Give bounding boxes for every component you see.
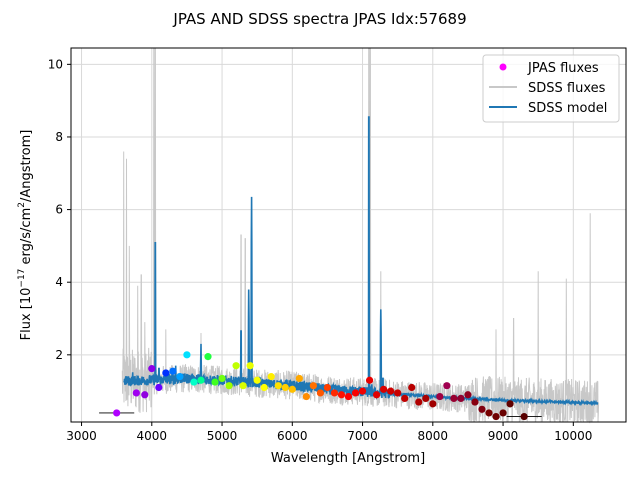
plot-frame [70,47,627,423]
jpas-point [506,400,514,408]
jpas-point [162,369,170,377]
jpas-point [323,383,332,392]
jpas-point [176,373,184,381]
jpas-point [183,351,191,359]
jpas-point [520,412,528,421]
jpas-point [373,391,381,399]
jpas-point [337,391,346,399]
jpas-point [141,391,149,399]
jpas-point [155,383,163,392]
jpas-point [401,394,409,402]
jpas-point [436,392,444,401]
jpas-point [408,383,416,392]
jpas-point [351,389,360,397]
jpas-point [429,400,437,408]
jpas-point [485,409,493,417]
jpas-point [295,374,303,383]
jpas-point [232,362,240,370]
jpas-point [499,409,507,417]
y-tick-label: 2 [55,348,63,362]
jpas-point [422,394,430,402]
jpas-point [132,389,140,397]
jpas-point [211,378,219,386]
jpas-point [316,389,324,397]
legend-box [482,54,620,123]
y-tick-label: 6 [55,203,63,217]
jpas-point [281,383,289,392]
x-tick-label: 10000 [554,429,592,443]
x-tick-label: 4000 [137,429,168,443]
jpas-point [197,376,205,384]
jpas-point [302,392,310,401]
jpas-point [274,382,282,390]
y-axis-label: Flux [10−17 erg/s/cm2/Angstrom] [17,130,34,341]
jpas-point [344,392,353,401]
jpas-point [225,382,233,390]
jpas-point [457,394,465,402]
jpas-point [218,374,226,383]
x-tick-label: 8000 [418,429,449,443]
legend: JPAS fluxes SDSS fluxes SDSS model [482,54,620,123]
jpas-point [380,385,388,393]
jpas-point [260,383,268,392]
jpas-point [246,362,254,370]
jpas-point [309,382,317,390]
jpas-point [288,385,296,393]
x-axis-ticks: 3000 4000 5000 6000 7000 8000 9000 10000 [66,422,592,443]
x-tick-label: 6000 [277,429,308,443]
jpas-point [415,398,423,406]
y-tick-label: 10 [48,57,63,71]
jpas-point [358,387,367,395]
jpas-point [478,405,486,413]
x-tick-label: 5000 [207,429,238,443]
x-tick-label: 3000 [66,429,97,443]
jpas-point [113,409,121,417]
chart-title: JPAS AND SDSS spectra JPAS Idx:57689 [172,10,466,28]
legend-label-sdss-fluxes: SDSS fluxes [528,81,606,96]
jpas-fluxes-series [99,351,542,421]
sdss-model-series [123,116,599,407]
x-tick-label: 9000 [488,429,519,443]
jpas-point [464,391,472,399]
jpas-point [148,365,156,373]
legend-marker-jpas [499,63,507,71]
y-axis-ticks: 2 4 6 8 10 [48,57,71,362]
sdss-model-line [123,116,599,407]
jpas-point [253,376,261,384]
jpas-point [267,373,275,381]
jpas-point [204,353,212,361]
jpas-point [169,367,177,375]
jpas-point [239,382,247,390]
y-tick-label: 4 [55,275,63,289]
jpas-point [443,382,451,390]
jpas-point [365,376,374,384]
legend-label-sdss-model: SDSS model [528,101,607,116]
jpas-point [492,412,500,421]
jpas-point [190,378,198,386]
x-axis-label: Wavelength [Angstrom] [271,451,425,466]
jpas-point [387,387,395,395]
y-tick-label: 8 [55,130,63,144]
jpas-point [394,389,402,397]
jpas-point [471,398,479,406]
jpas-point [330,389,339,397]
jpas-point [450,394,458,402]
x-tick-label: 7000 [347,429,378,443]
legend-label-jpas: JPAS fluxes [527,61,599,76]
